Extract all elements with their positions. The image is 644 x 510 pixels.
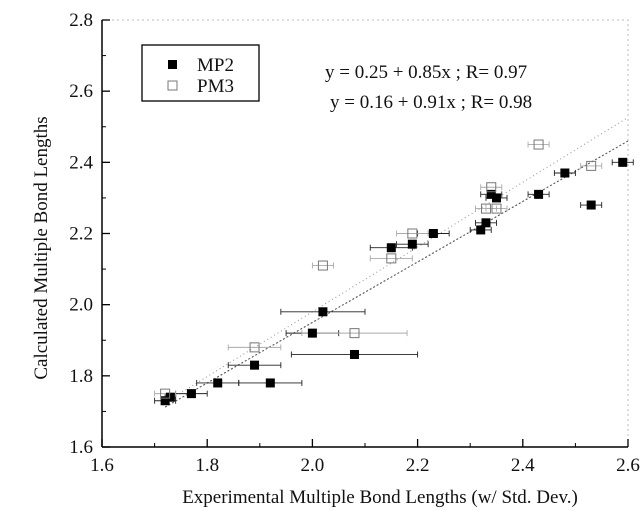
y-tick-label: 2.0: [69, 295, 93, 316]
point-mp2: [481, 218, 491, 228]
point-mp2: [160, 396, 170, 406]
point-mp2: [586, 200, 596, 210]
point-mp2: [560, 168, 570, 178]
point-mp2: [265, 378, 275, 388]
point-mp2: [428, 229, 438, 238]
point-mp2: [307, 328, 317, 338]
point-mp2: [407, 239, 417, 249]
x-tick-label: 2.2: [406, 455, 430, 476]
x-tick-label: 1.6: [90, 455, 114, 476]
fit-line-pm3: [164, 117, 629, 403]
point-pm3: [407, 228, 418, 239]
y-tick-label: 2.2: [69, 224, 93, 245]
x-tick-label: 1.8: [195, 455, 219, 476]
point-pm3: [386, 253, 397, 264]
legend-label-pm3: PM3: [197, 76, 234, 97]
point-pm3: [480, 203, 491, 214]
fit-lines: [164, 117, 629, 408]
y-tick-label: 2.8: [69, 10, 93, 31]
point-mp2: [165, 392, 175, 402]
x-tick-label: 2.6: [616, 455, 640, 476]
y-tick-label: 2.4: [69, 152, 93, 173]
fit-equation-pm3: y = 0.16 + 0.91x ; R= 0.98: [330, 92, 532, 113]
point-pm3: [317, 260, 328, 271]
legend-marker-pm3: [167, 80, 178, 91]
point-mp2: [618, 157, 628, 167]
point-mp2: [476, 225, 486, 235]
x-tick-label: 2.0: [301, 455, 325, 476]
point-pm3: [586, 160, 597, 171]
point-mp2: [386, 243, 396, 253]
fit-equation-mp2: y = 0.25 + 0.85x ; R= 0.97: [325, 62, 527, 83]
point-mp2: [250, 360, 260, 370]
y-tick-label: 1.8: [69, 366, 93, 387]
fit-line-mp2: [164, 140, 629, 408]
legend-box: [141, 44, 260, 102]
point-mp2: [213, 378, 223, 388]
point-pm3: [491, 203, 502, 214]
legend-marker-mp2: [168, 60, 177, 69]
legend: MP2 PM3: [141, 44, 260, 102]
point-mp2: [486, 189, 496, 199]
point-pm3: [533, 139, 544, 150]
point-pm3: [160, 388, 171, 399]
y-axis-title: Calculated Multiple Bond Lengths: [31, 116, 52, 379]
point-mp2: [349, 349, 359, 359]
legend-label-mp2: MP2: [197, 55, 234, 76]
point-pm3: [349, 328, 360, 339]
point-mp2: [492, 193, 501, 203]
y-tick-label: 1.6: [69, 437, 93, 458]
x-tick-label: 2.4: [511, 455, 535, 476]
point-pm3: [249, 342, 260, 353]
point-mp2: [318, 307, 328, 317]
y-tick-label: 2.6: [69, 81, 93, 102]
axes: 1.6 1.8 2.0 2.2 2.4 2.6 1.6 1.8 2.0 2.2 2.4 2.6 2.8: [69, 10, 640, 476]
x-axis-title: Experimental Multiple Bond Lengths (w/ S…: [182, 487, 578, 508]
point-pm3: [486, 182, 497, 193]
point-mp2: [534, 189, 544, 199]
point-mp2: [186, 389, 196, 399]
data-points: [160, 139, 628, 406]
